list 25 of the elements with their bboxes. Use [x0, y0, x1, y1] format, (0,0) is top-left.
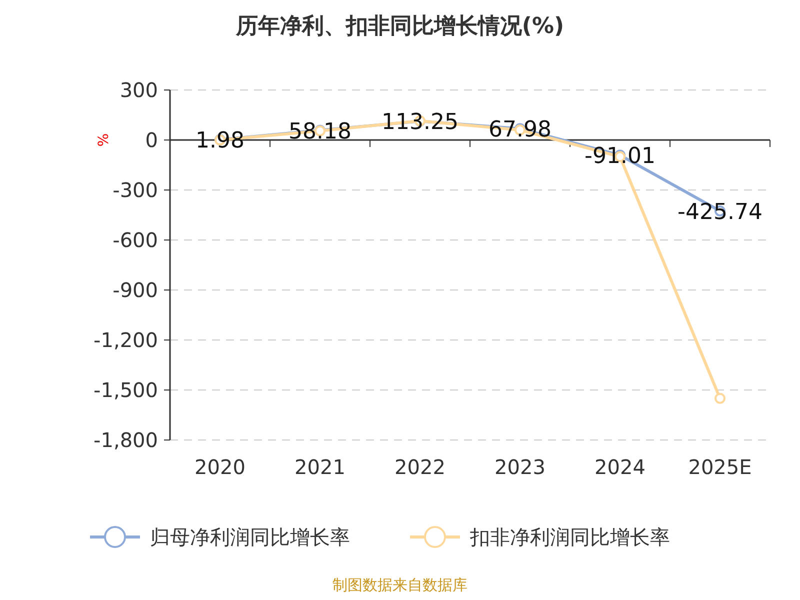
data-label: -425.74	[678, 200, 762, 225]
legend-label: 归母净利润同比增长率	[150, 525, 350, 549]
y-tick-label: -1,200	[94, 328, 158, 352]
data-label: 58.18	[288, 119, 352, 144]
y-tick-label: 0	[145, 128, 158, 152]
x-tick-label: 2024	[594, 455, 646, 479]
text: 制图数据来自数据库	[332, 576, 468, 594]
legend-label: 扣非净利润同比增长率	[469, 525, 670, 549]
y-axis-title: %	[96, 133, 112, 147]
y-tick-label: 300	[120, 78, 158, 102]
x-tick-label: 2022	[394, 455, 446, 479]
data-label: 67.98	[488, 118, 552, 143]
data-label: -91.01	[584, 144, 656, 170]
y-tick-label: -1,800	[94, 428, 158, 452]
x-tick-label: 2023	[494, 455, 546, 479]
y-tick-label: -300	[112, 178, 158, 202]
point	[714, 392, 726, 404]
y-tick-label: -600	[112, 228, 158, 252]
x-tick-label: 2020	[194, 455, 246, 479]
x-tick-label: 2021	[294, 455, 346, 479]
chart-title: 历年净利、扣非同比增长情况(%)	[234, 14, 564, 39]
data-label: 113.25	[382, 110, 458, 136]
y-tick-label: -900	[112, 278, 158, 302]
y-tick-label: -1,500	[94, 378, 158, 402]
x-tick-label: 2025E	[688, 455, 752, 479]
